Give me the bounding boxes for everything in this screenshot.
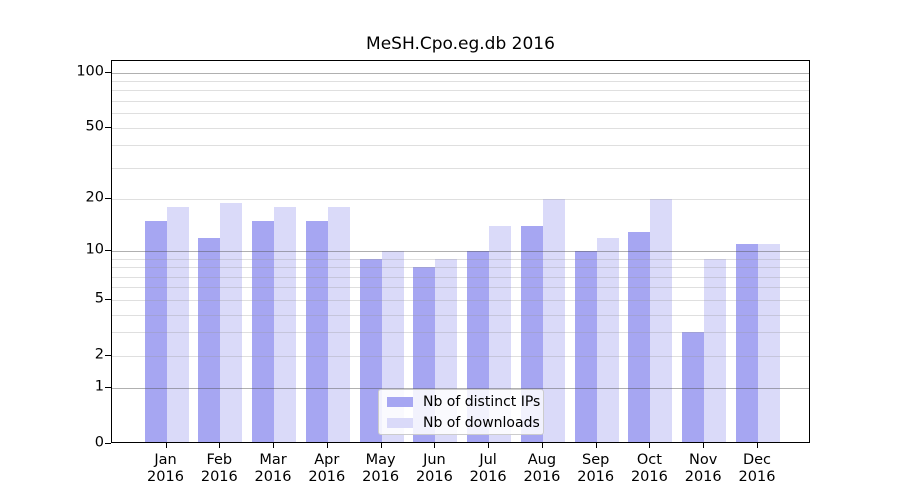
bars-layer bbox=[112, 61, 809, 442]
y-tick-label-100: 100 bbox=[76, 63, 104, 80]
legend-swatch-distinct-ips bbox=[387, 396, 413, 407]
y-tick-mark-0 bbox=[105, 443, 111, 444]
y-tick-mark-2 bbox=[105, 354, 111, 356]
y-tick-mark-20 bbox=[105, 198, 111, 199]
y-tick-mark-1 bbox=[105, 387, 111, 389]
bar-jan-downloads bbox=[166, 207, 189, 442]
bar-mar-downloads bbox=[274, 207, 296, 442]
bar-dec-downloads bbox=[758, 244, 780, 442]
x-tick-mark-aug bbox=[541, 443, 543, 448]
x-tick-label-jul: Jul 2016 bbox=[469, 452, 507, 485]
bar-apr-downloads bbox=[327, 207, 350, 442]
x-tick-mark-dec bbox=[757, 443, 758, 448]
bar-feb-downloads bbox=[220, 202, 243, 442]
x-tick-mark-may bbox=[380, 443, 382, 448]
bar-aug-downloads bbox=[542, 199, 565, 442]
y-tick-mark-5 bbox=[105, 298, 111, 300]
y-tick-label-5: 5 bbox=[94, 290, 104, 307]
x-tick-label-sep: Sep 2016 bbox=[577, 452, 615, 485]
legend-swatch-downloads bbox=[387, 417, 413, 428]
x-tick-mark-nov bbox=[703, 443, 705, 448]
legend: Nb of distinct IPs Nb of downloads bbox=[378, 389, 544, 435]
bar-oct-downloads bbox=[650, 199, 673, 442]
x-tick-mark-feb bbox=[219, 443, 221, 448]
legend-item-downloads: Nb of downloads bbox=[387, 415, 540, 431]
bar-nov-distinct-ips bbox=[682, 332, 705, 442]
y-tick-label-0: 0 bbox=[94, 434, 104, 451]
bar-jan-distinct-ips bbox=[144, 220, 167, 442]
plot-area bbox=[111, 60, 810, 443]
bar-oct-distinct-ips bbox=[628, 231, 651, 442]
bar-sep-distinct-ips bbox=[574, 251, 597, 442]
y-tick-mark-100 bbox=[105, 71, 111, 73]
y-tick-mark-50 bbox=[105, 126, 111, 128]
x-tick-label-oct: Oct 2016 bbox=[630, 452, 668, 485]
bar-nov-downloads bbox=[704, 258, 727, 442]
x-tick-label-jan: Jan 2016 bbox=[147, 452, 184, 485]
x-tick-label-jun: Jun 2016 bbox=[415, 452, 453, 485]
chart-title: MeSH.Cpo.eg.db 2016 bbox=[366, 34, 555, 54]
x-tick-mark-jan bbox=[165, 443, 167, 448]
legend-label-downloads: Nb of downloads bbox=[423, 414, 540, 431]
y-tick-label-10: 10 bbox=[85, 241, 104, 258]
bar-apr-distinct-ips bbox=[305, 220, 328, 442]
x-tick-label-apr: Apr 2016 bbox=[308, 452, 346, 485]
x-tick-label-nov: Nov 2016 bbox=[684, 452, 722, 485]
bar-jul-downloads bbox=[489, 226, 512, 442]
y-tick-label-20: 20 bbox=[85, 189, 104, 206]
x-tick-mark-jun bbox=[434, 443, 436, 448]
y-tick-label-50: 50 bbox=[85, 118, 104, 135]
y-tick-mark-10 bbox=[105, 250, 111, 251]
x-tick-mark-apr bbox=[326, 443, 328, 448]
x-tick-label-dec: Dec 2016 bbox=[738, 452, 776, 485]
y-tick-label-2: 2 bbox=[94, 346, 104, 363]
bar-aug-distinct-ips bbox=[520, 226, 543, 442]
x-tick-mark-mar bbox=[273, 443, 274, 448]
x-tick-mark-jul bbox=[488, 443, 490, 448]
y-tick-label-1: 1 bbox=[94, 378, 104, 395]
legend-label-distinct-ips: Nb of distinct IPs bbox=[423, 393, 541, 410]
bar-dec-distinct-ips bbox=[736, 244, 758, 442]
x-tick-mark-oct bbox=[649, 443, 651, 448]
x-tick-label-aug: Aug 2016 bbox=[523, 452, 561, 485]
x-tick-label-mar: Mar 2016 bbox=[254, 452, 292, 485]
x-tick-label-feb: Feb 2016 bbox=[200, 452, 238, 485]
x-tick-mark-sep bbox=[595, 443, 597, 448]
bar-may-distinct-ips bbox=[359, 258, 382, 442]
bar-feb-distinct-ips bbox=[198, 237, 221, 442]
bar-sep-downloads bbox=[596, 237, 619, 442]
x-tick-label-may: May 2016 bbox=[362, 452, 400, 485]
bar-mar-distinct-ips bbox=[252, 220, 274, 442]
legend-item-distinct-ips: Nb of distinct IPs bbox=[387, 394, 540, 410]
